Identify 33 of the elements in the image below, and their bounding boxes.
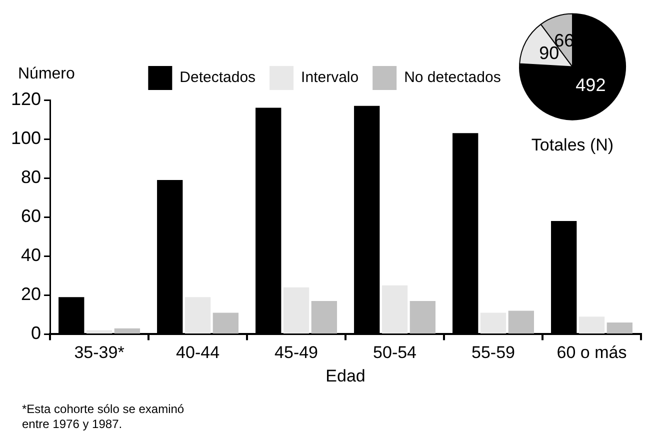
y-tick-label: 80 (21, 167, 42, 188)
bar (606, 322, 632, 334)
legend-label: Detectados (180, 69, 256, 86)
x-tick-label: 50-54 (373, 343, 417, 362)
bar (508, 310, 534, 334)
x-tick-label: 35-39* (74, 343, 125, 362)
y-tick-label: 40 (21, 245, 42, 266)
bar (212, 312, 239, 334)
bar (114, 328, 140, 334)
x-tick-label: 45-49 (274, 343, 318, 362)
bar (480, 312, 506, 334)
x-tick-label: 60 o más (556, 343, 627, 362)
legend-label: No detectados (404, 69, 501, 86)
x-axis-title: Edad (326, 366, 366, 386)
bar (311, 301, 338, 334)
y-tick-label: 60 (21, 206, 42, 226)
data-label: 492 (576, 75, 606, 96)
y-tick-label: 0 (31, 323, 42, 344)
y-tick-label: 120 (10, 88, 42, 109)
bar (578, 316, 605, 334)
bar (283, 287, 310, 334)
bar (382, 285, 408, 334)
x-tick-label: 55-59 (472, 343, 515, 362)
y-tick-label: 100 (10, 128, 42, 148)
bar (86, 330, 112, 334)
y-axis-title: Número (18, 65, 76, 82)
x-tick-label: 40-44 (176, 343, 220, 362)
y-tick-label: 20 (21, 284, 42, 304)
text: Totales (N) (531, 135, 614, 154)
text: *Esta cohorte sólo se examinó entre 1976 y 1987. (22, 402, 186, 432)
bar (184, 297, 211, 334)
bar (410, 301, 436, 334)
legend-label: Intervalo (301, 69, 359, 86)
